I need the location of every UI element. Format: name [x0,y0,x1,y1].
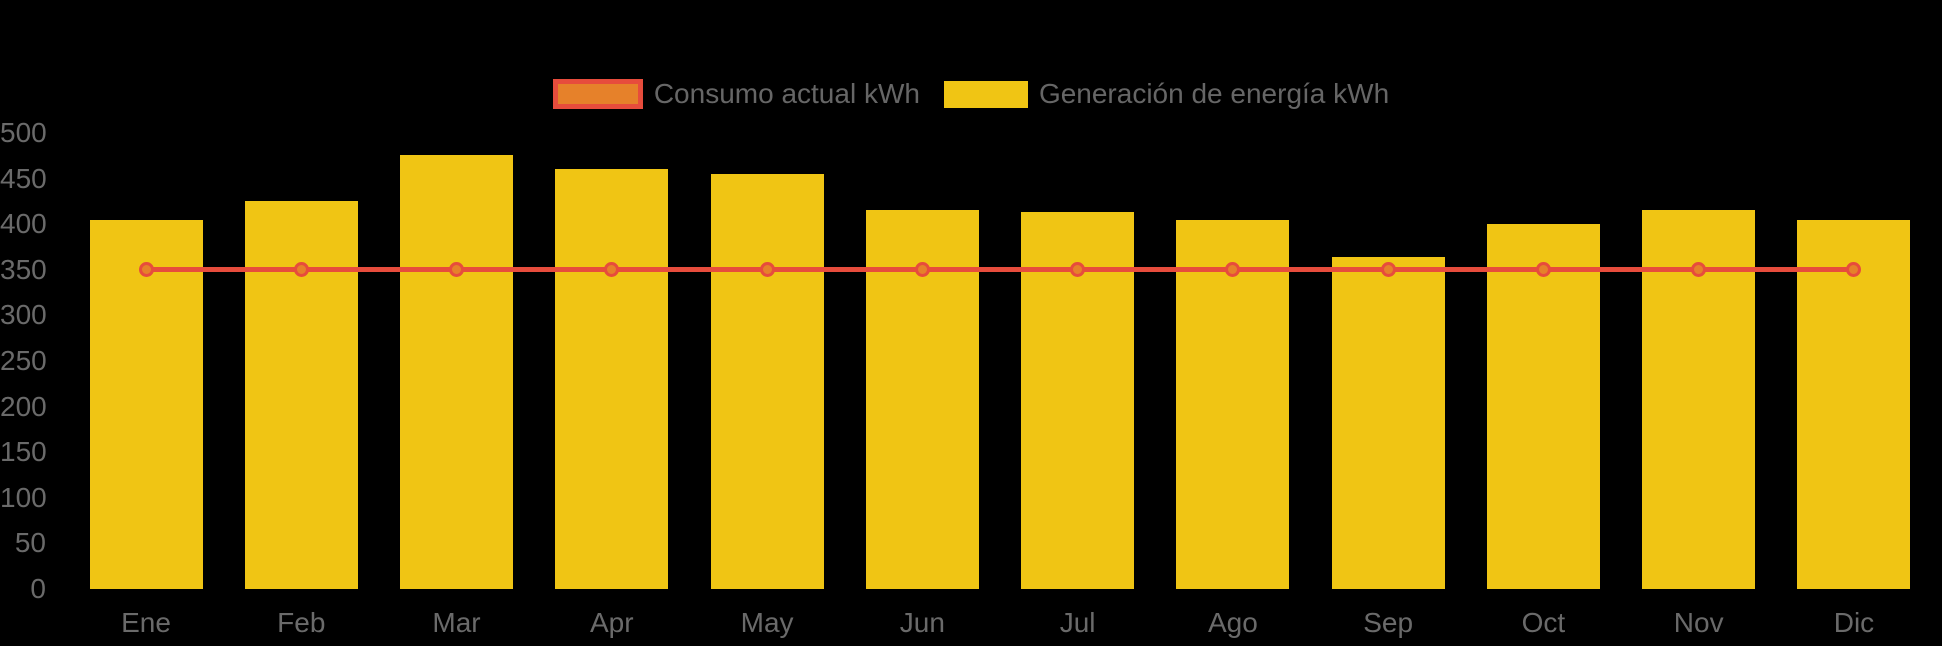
y-tick-label-350: 350 [0,253,47,285]
line-point-oct[interactable] [1535,262,1551,278]
line-point-ago[interactable] [1225,262,1241,278]
y-tick-label-100: 100 [0,481,47,513]
line-point-jun[interactable] [914,262,930,278]
y-tick-label-300: 300 [0,299,47,331]
x-tick-label-dic: Dic [1833,607,1875,638]
legend-item-generacion[interactable]: Generación de energía kWh [943,78,1390,110]
y-tick-label-400: 400 [0,208,47,240]
y-tick-label-150: 150 [0,436,47,468]
x-tick-label-apr: Apr [590,607,634,638]
legend-label-consumo-actual: Consumo actual kWh [653,78,920,109]
legend-swatch-generacion [943,80,1028,108]
y-tick-label-200: 200 [0,390,47,422]
bar-ago[interactable] [1176,219,1290,589]
line-point-apr[interactable] [604,262,620,278]
x-tick-label-jul: Jul [1059,607,1096,638]
x-tick-label-jun: Jun [899,607,945,638]
x-tick-label-sep: Sep [1363,607,1414,638]
x-tick-label-nov: Nov [1673,607,1724,638]
bar-dic[interactable] [1797,219,1911,589]
bar-mar[interactable] [400,154,514,589]
x-tick-label-may: May [740,607,794,638]
x-tick-label-oct: Oct [1521,607,1566,638]
bar-sep[interactable] [1331,257,1445,589]
bar-may[interactable] [710,174,824,589]
consumption-line [146,267,1854,273]
bar-feb[interactable] [244,201,358,589]
line-point-may[interactable] [759,262,775,278]
bar-ene[interactable] [89,219,203,589]
legend-item-consumo-actual[interactable]: Consumo actual kWh [552,78,920,110]
legend-swatch-consumo-actual [552,79,643,109]
x-tick-label-ago: Ago [1207,607,1258,638]
line-point-nov[interactable] [1691,262,1707,278]
x-tick-label-ene: Ene [121,607,171,638]
line-point-sep[interactable] [1380,262,1396,278]
y-tick-label-450: 450 [0,162,47,194]
line-point-mar[interactable] [449,262,465,278]
y-tick-label-50: 50 [14,527,46,559]
y-tick-label-0: 0 [30,573,46,604]
bar-apr[interactable] [555,169,669,589]
y-tick-label-500: 500 [0,117,47,148]
line-point-jul[interactable] [1070,262,1086,278]
x-tick-label-feb: Feb [277,607,326,638]
line-point-dic[interactable] [1846,262,1862,278]
line-point-feb[interactable] [293,262,309,278]
y-tick-label-250: 250 [0,345,47,376]
chart-legend: Consumo actual kWh Generación de energía… [0,78,1942,110]
legend-label-generacion: Generación de energía kWh [1038,78,1390,109]
line-point-ene[interactable] [138,262,154,278]
bar-oct[interactable] [1486,224,1600,589]
x-tick-label-mar: Mar [432,607,481,638]
